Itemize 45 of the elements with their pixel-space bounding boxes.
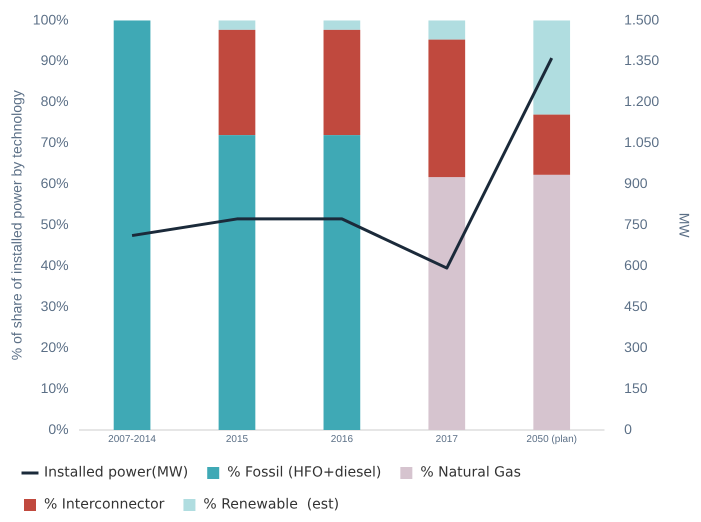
- y2-tick-label: 1.500: [624, 11, 660, 28]
- y-tick-label: 20%: [40, 338, 69, 355]
- bar: [428, 40, 466, 178]
- x-tick-label: 2015: [226, 434, 249, 445]
- y-tick-label: 60%: [40, 175, 69, 192]
- y2-tick-label: 300: [624, 338, 648, 355]
- y-tick-label: 40%: [40, 257, 69, 274]
- bar: [428, 20, 466, 40]
- y-axis-title: % of share of installed power by technology: [8, 90, 24, 360]
- y-tick-label: 0%: [48, 420, 69, 437]
- bar: [533, 114, 570, 175]
- bar: [218, 135, 256, 430]
- y2-tick-label: 450: [624, 298, 648, 314]
- legend-label: % Natural Gas: [420, 464, 521, 481]
- x-tick-label: 2050 (plan): [526, 434, 578, 445]
- y-tick-label: 50%: [40, 216, 69, 232]
- y-tick-label: 80%: [40, 93, 69, 110]
- y2-axis-title: MW: [676, 212, 693, 238]
- bar: [324, 20, 360, 30]
- y-tick-label: 70%: [40, 134, 69, 150]
- legend-label: Installed power(MW): [44, 464, 188, 481]
- bar: [114, 20, 150, 430]
- y2-tick-label: 1.350: [624, 52, 660, 68]
- x-tick-label: 2017: [436, 434, 458, 445]
- y2-tick-label: 600: [624, 257, 648, 274]
- y2-tick-label: 750: [624, 216, 648, 232]
- y-tick-label: 30%: [40, 298, 69, 314]
- y2-tick-label: 1.200: [624, 93, 660, 110]
- y-tick-label: 100%: [32, 11, 69, 28]
- bar: [533, 20, 570, 115]
- bar: [218, 20, 256, 30]
- y2-tick-label: 0: [624, 420, 632, 437]
- x-tick-label: 2007-2014: [108, 434, 156, 445]
- y2-tick-label: 900: [624, 175, 648, 192]
- y-tick-label: 10%: [40, 380, 69, 396]
- y2-tick-label: 150: [624, 380, 648, 396]
- legend-label: % Fossil (HFO+diesel): [227, 464, 382, 481]
- y2-tick-label: 1.050: [624, 134, 660, 150]
- bar: [218, 30, 256, 136]
- legend-label: % Renewable (est): [203, 496, 340, 513]
- bar: [324, 30, 360, 136]
- legend-label: % Interconnector: [44, 496, 165, 513]
- x-tick-label: 2016: [330, 434, 354, 445]
- y-tick-label: 90%: [40, 52, 69, 68]
- bar: [324, 135, 360, 430]
